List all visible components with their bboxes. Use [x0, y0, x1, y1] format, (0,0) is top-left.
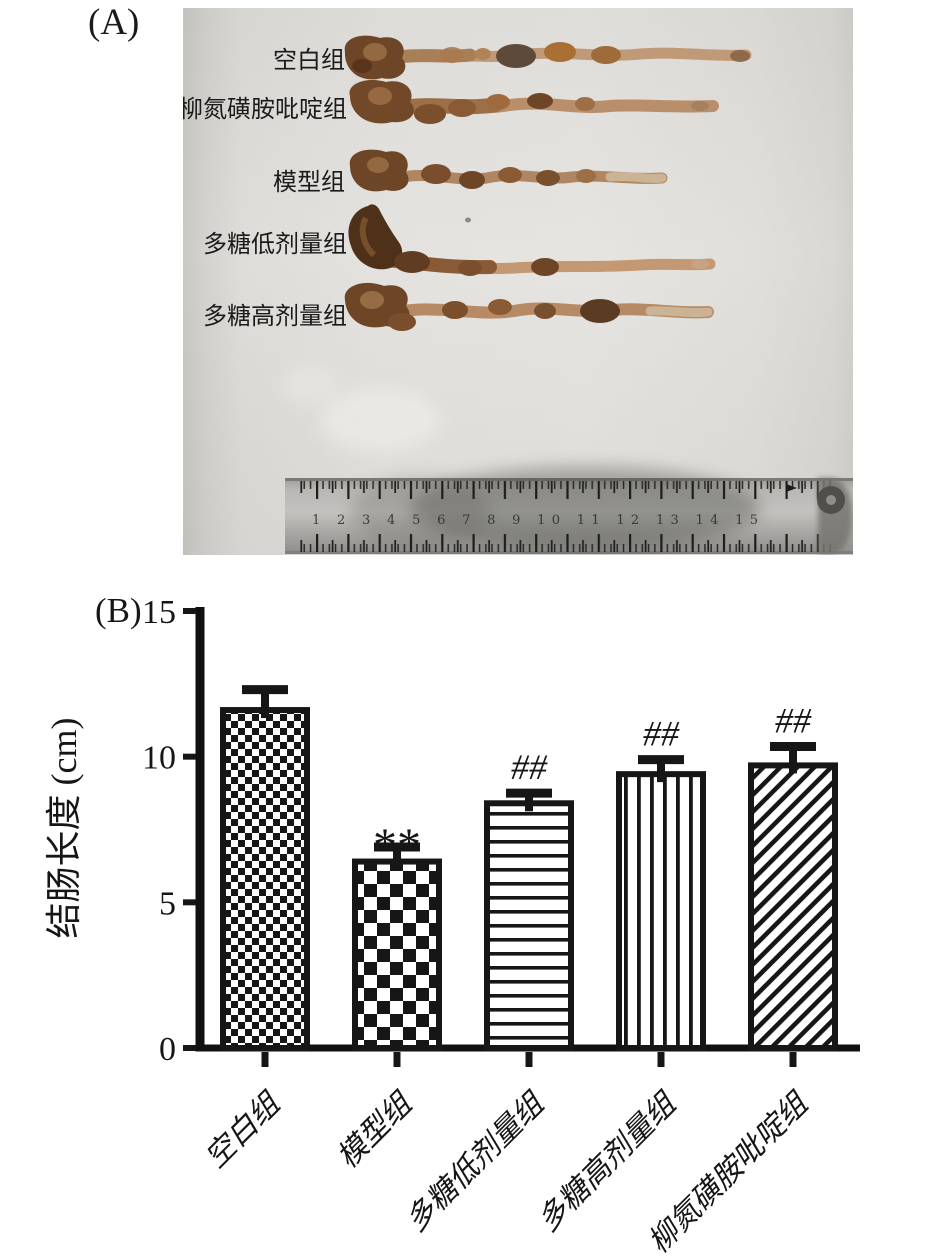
x-tick-label: 模型组 — [331, 1085, 420, 1174]
ruler-ticks-bottom — [300, 533, 832, 552]
ruler-arrow-mark — [786, 484, 797, 492]
ruler: 1 2 3 4 5 6 7 8 9 10 11 12 13 14 15 — [285, 466, 853, 554]
significance-annotation: ** — [373, 819, 421, 872]
x-tick-label: 多糖高剂量组 — [531, 1085, 684, 1238]
panel-a-label: (A) — [88, 2, 140, 43]
specimen-label-blank: 空白组 — [273, 47, 345, 74]
ruler-ticks-top — [300, 481, 832, 501]
significance-annotation: ## — [643, 714, 680, 754]
specimen-label-sulfasalazine: 柳氮磺胺吡啶组 — [183, 96, 347, 123]
specimen-label-low-dose: 多糖低剂量组 — [203, 231, 347, 258]
bar — [748, 762, 838, 1051]
specimen-label-model: 模型组 — [273, 169, 345, 196]
significance-annotation: ## — [511, 747, 548, 787]
tray-smudge — [320, 388, 440, 452]
specimen-label-high-dose: 多糖高剂量组 — [203, 303, 347, 330]
colon-specimen-model — [349, 149, 668, 192]
bar — [220, 707, 310, 1051]
y-axis-title: 结肠长度 (cm) — [44, 718, 84, 939]
panel-b-label: (B) — [95, 591, 142, 630]
colon-specimen-blank — [344, 35, 752, 80]
y-tick-label: 0 — [159, 1031, 176, 1068]
y-tick-label: 10 — [142, 740, 176, 777]
bar — [484, 800, 574, 1052]
colon-length-bar-chart: (B) 结肠长度 (cm) 0 5 10 15 空白组 ** 模型组 ## 多糖低剂量组 ## 多糖… — [44, 591, 860, 1259]
y-tick-label: 5 — [159, 885, 176, 922]
y-tick-label: 15 — [142, 594, 176, 631]
bar — [616, 771, 706, 1051]
bar — [352, 858, 442, 1052]
colon-specimen-high-dose — [344, 282, 714, 331]
tray-smudge — [282, 365, 338, 405]
colon-specimen-sulfasalazine — [349, 79, 719, 124]
ruler-hole-center — [826, 495, 836, 505]
significance-annotation: ## — [775, 700, 812, 740]
colon-specimen-low-dose — [348, 204, 716, 276]
x-tick-label: 空白组 — [199, 1085, 288, 1174]
tray-speck — [465, 217, 471, 223]
x-tick-label: 多糖低剂量组 — [399, 1085, 552, 1238]
colon-specimen-photo: 空白组 柳氮磺胺吡啶组 模型组 多糖低剂量组 多糖高剂量组 1 2 3 4 5 … — [183, 8, 853, 555]
